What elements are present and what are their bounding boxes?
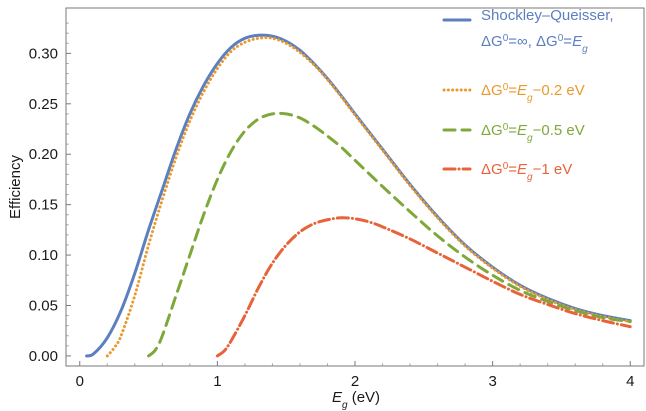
x-tick-label: 4 (626, 373, 634, 390)
y-axis-ticks: 0.00 0.05 0.10 0.15 0.20 0.25 0.30 (29, 22, 71, 365)
y-tick-label: 0.30 (29, 45, 58, 62)
series-line-4 (215, 216, 632, 358)
y-axis-label: Efficiency (7, 155, 24, 219)
series-line-2 (105, 36, 632, 358)
series-line-3 (147, 111, 632, 358)
x-axis-label: Eg (eV) (332, 389, 380, 411)
legend-label-3: ΔG0=Eg−0.5 eV (481, 122, 585, 144)
x-tick-label: 3 (488, 373, 496, 390)
y-tick-label: 0.20 (29, 146, 58, 163)
x-tick-label: 1 (213, 373, 221, 390)
y-tick-label: 0.10 (29, 247, 58, 264)
series-layer (85, 33, 632, 358)
y-tick-label: 0.05 (29, 297, 58, 314)
legend-label-1: ΔG0=∞, ΔG0=Eg (481, 33, 588, 55)
x-axis-ticks: 0 1 2 3 4 (76, 361, 634, 390)
x-tick-label: 2 (351, 373, 359, 390)
x-tick-label: 0 (76, 373, 84, 390)
y-tick-label: 0.25 (29, 96, 58, 113)
legend-label-4: ΔG0=Eg−1 eV (481, 161, 572, 183)
plot-frame (65, 7, 645, 367)
legend: Shockley–Queisser, ΔG0=∞, ΔG0=Eg ΔG0=Eg−0.… (442, 7, 614, 183)
y-tick-label: 0.15 (29, 197, 58, 214)
legend-label-2: ΔG0=Eg−0.2 eV (481, 82, 585, 104)
y-tick-label: 0.00 (29, 348, 58, 365)
legend-label-1: Shockley–Queisser, (481, 7, 614, 24)
